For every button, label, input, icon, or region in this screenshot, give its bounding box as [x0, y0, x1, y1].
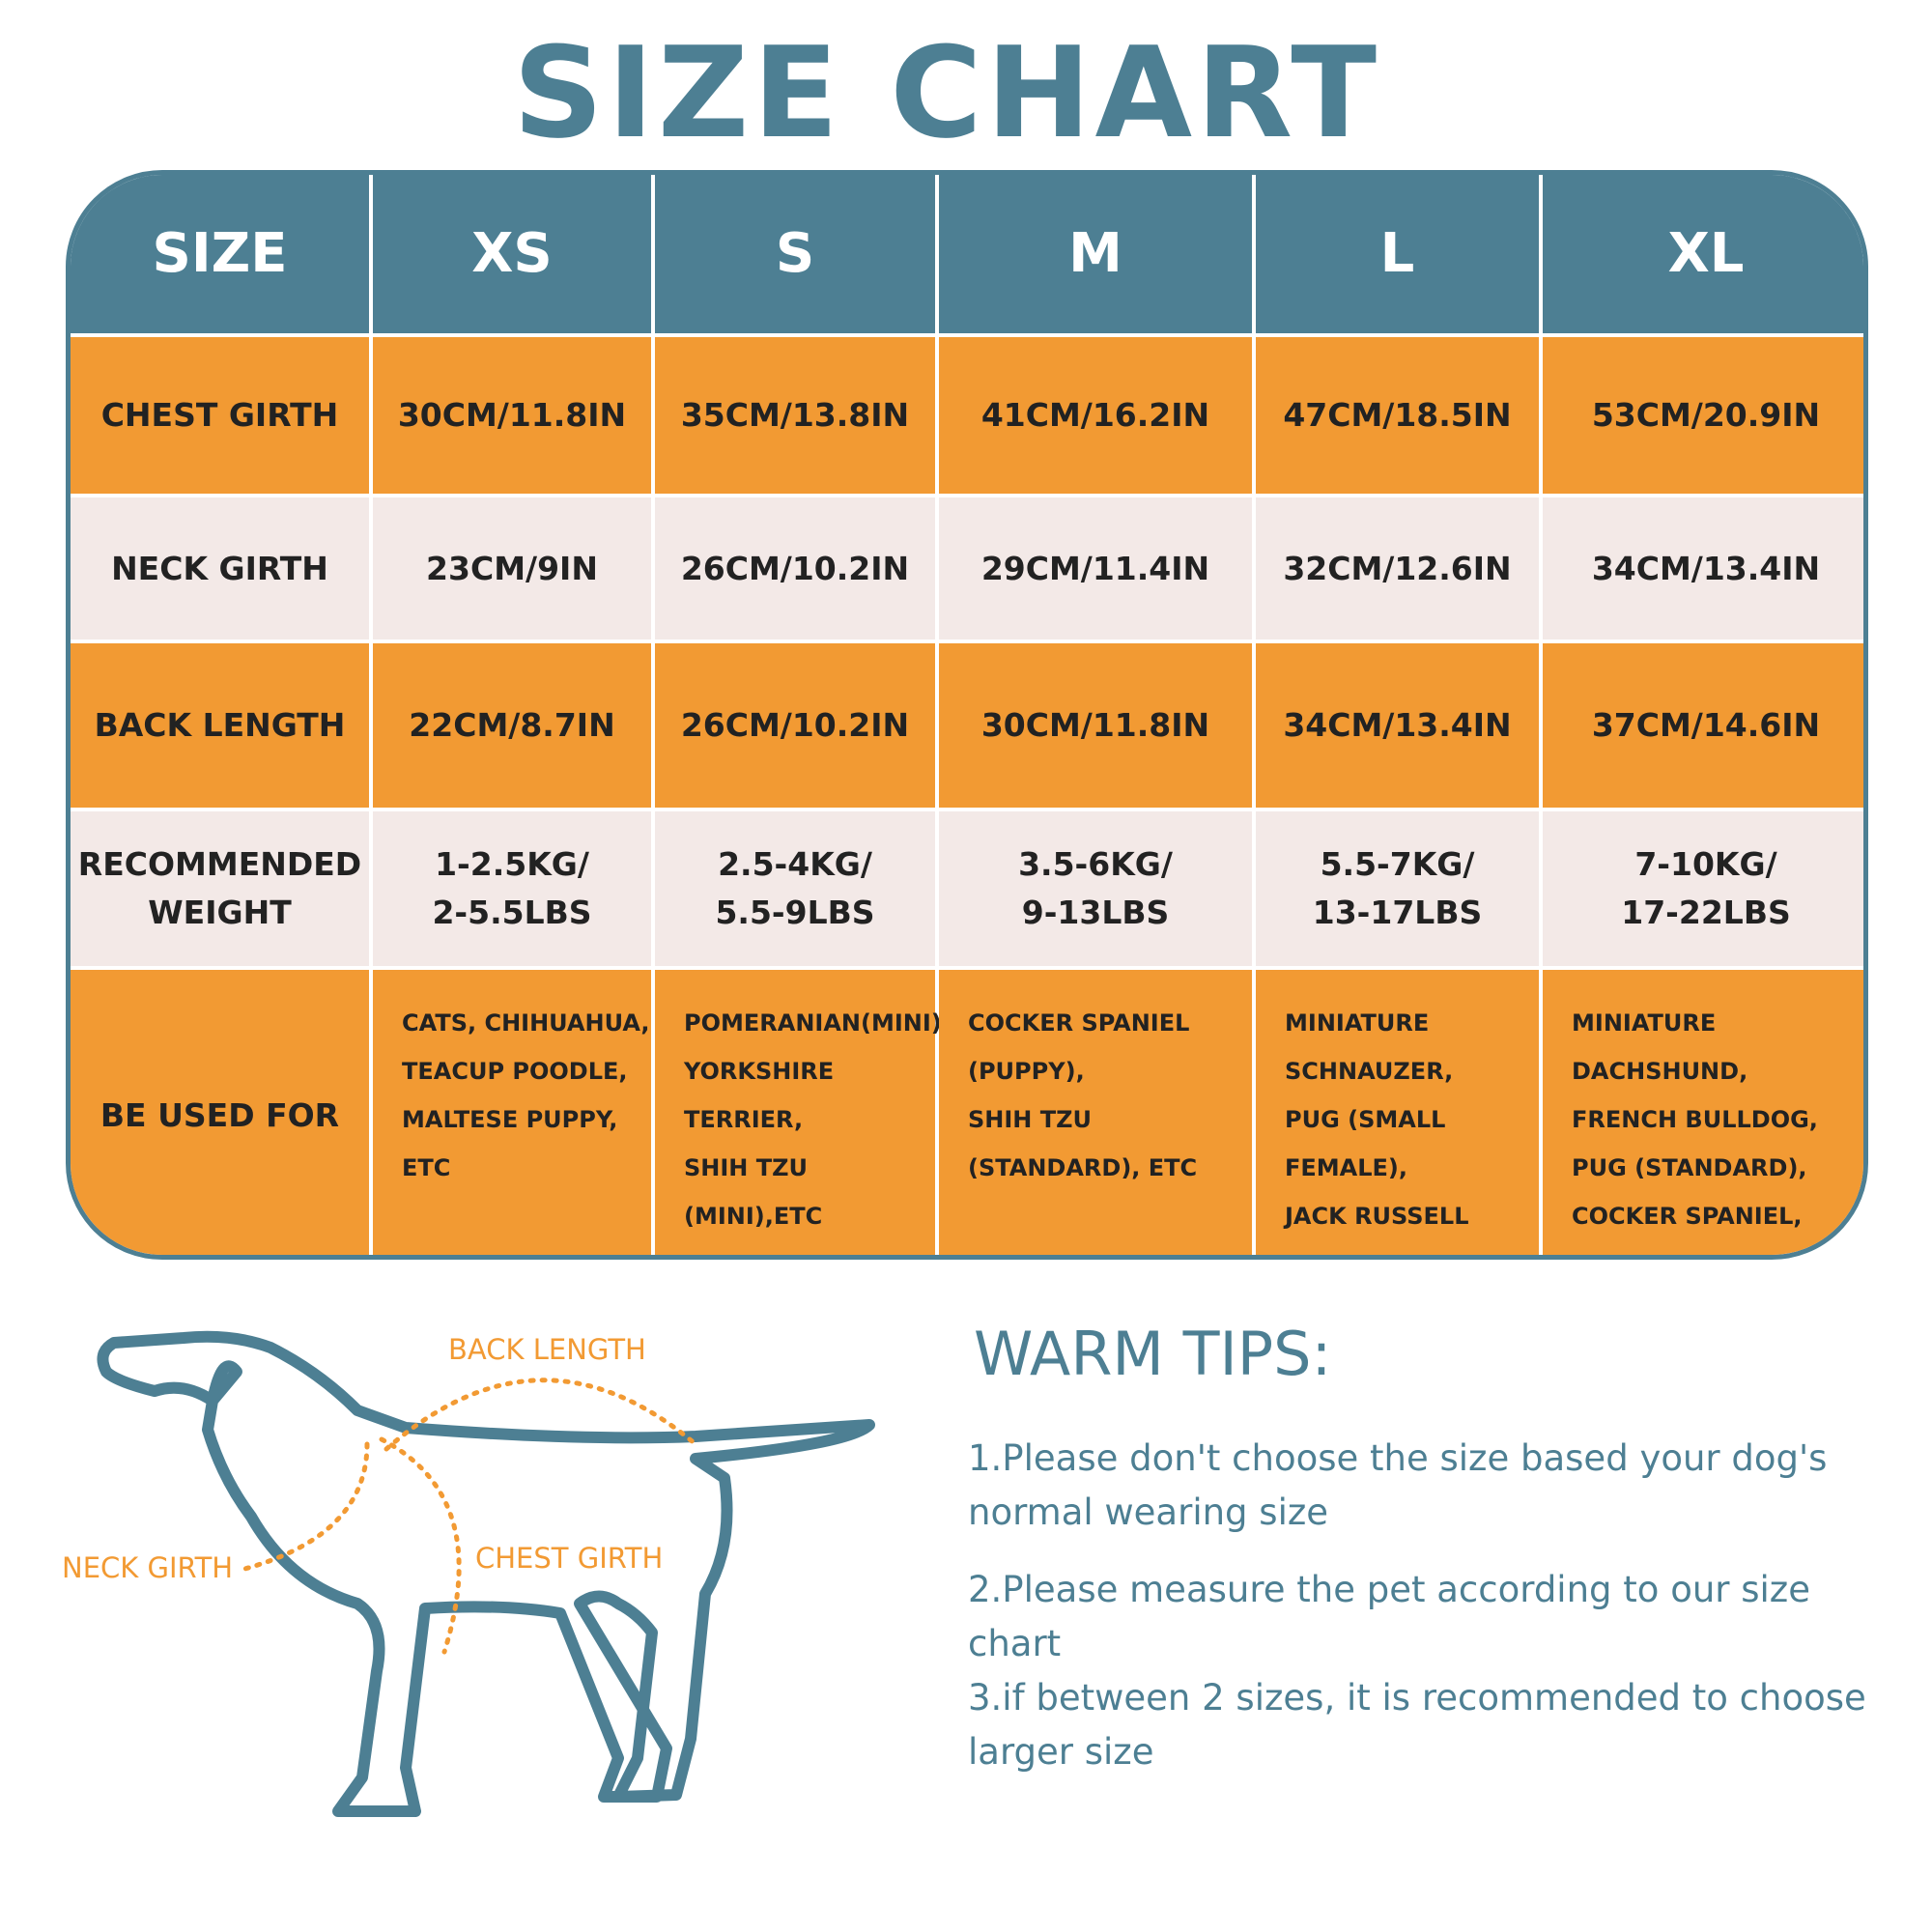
- value-cell: 23CM/9IN: [373, 497, 655, 643]
- value-cell: 30CM/11.8IN: [939, 643, 1256, 811]
- cell-line: JACK RUSSELL TERRIER,: [1285, 1203, 1469, 1255]
- cell-line: 2-5.5LBS: [432, 894, 592, 931]
- cell-line: 5.5-7KG/: [1320, 845, 1475, 883]
- cell-line: 53CM/20.9IN: [1591, 396, 1821, 434]
- cell-line: BE USED FOR: [99, 1095, 340, 1134]
- cell-line: COCKER SPANIEL,: [1572, 1203, 1803, 1230]
- cell-line: FRENCH BULLDOG,: [1572, 1106, 1818, 1133]
- cell-line: 23CM/9IN: [426, 549, 598, 587]
- value-cell: 30CM/11.8IN: [373, 337, 655, 497]
- back-arc: [384, 1378, 698, 1452]
- cell-line: PUG (SMALL FEMALE),: [1285, 1106, 1446, 1181]
- tip: 2.Please measure the pet according to ou…: [968, 1569, 1810, 1664]
- cell-line: 2.5-4KG/: [718, 845, 872, 883]
- cell-line: NECK GIRTH: [111, 549, 328, 587]
- cell-line: CATS, CHIHUAHUA,: [402, 1009, 650, 1037]
- cell-line: WEIGHT: [148, 894, 292, 931]
- value-cell: 5.5-7KG/13-17LBS: [1256, 811, 1543, 970]
- value-cell: 32CM/12.6IN: [1256, 497, 1543, 643]
- value-cell: COCKER SPANIEL (PUPPY), SHIH TZU (STANDAR…: [939, 970, 1256, 1255]
- header-cell: M: [939, 175, 1256, 337]
- cell-line: BACK LENGTH: [94, 706, 346, 744]
- header-cell: S: [655, 175, 939, 337]
- cell-line: COCKER SPANIEL (PUPPY),: [968, 1009, 1190, 1085]
- tip: 1.Please don't choose the size based you…: [968, 1437, 1828, 1533]
- cell-line: 34CM/13.4IN: [1591, 549, 1821, 587]
- cell-line: 26CM/10.2IN: [680, 706, 910, 744]
- cell-line: SHIH TZU (STANDARD), ETC: [968, 1106, 1198, 1181]
- cell-line: 30CM/11.8IN: [397, 396, 627, 434]
- diagram-label: NECK GIRTH: [62, 1551, 234, 1584]
- cell-line: MINIATURE DACHSHUND,: [1572, 1009, 1748, 1085]
- row-label: CHEST GIRTH: [71, 337, 373, 497]
- value-cell: 2.5-4KG/5.5-9LBS: [655, 811, 939, 970]
- value-cell: 7-10KG/17-22LBS: [1543, 811, 1863, 970]
- cell-line: MALTESE PUPPY,: [402, 1106, 618, 1133]
- row-label: BACK LENGTH: [71, 643, 373, 811]
- value-cell: 29CM/11.4IN: [939, 497, 1256, 643]
- cell-line: 13-17LBS: [1312, 894, 1483, 931]
- cell-line: 30CM/11.8IN: [980, 706, 1210, 744]
- dog-outline: [97, 1330, 875, 1817]
- cell-line: 34CM/13.4IN: [1283, 706, 1512, 744]
- cell-line: 26CM/10.2IN: [680, 549, 910, 587]
- row-label: NECK GIRTH: [71, 497, 373, 643]
- value-cell: 41CM/16.2IN: [939, 337, 1256, 497]
- header-cell: L: [1256, 175, 1543, 337]
- cell-line: SHIBA INU, ETC: [1572, 1240, 1773, 1255]
- cell-line: 29CM/11.4IN: [980, 549, 1210, 587]
- cell-line: 3.5-6KG/: [1018, 845, 1173, 883]
- value-cell: 1-2.5KG/2-5.5LBS: [373, 811, 655, 970]
- value-cell: MINIATURE SCHNAUZER, PUG (SMALL FEMALE), J…: [1256, 970, 1543, 1255]
- size-table: SIZE XS S M L XL CHEST GIRTH 30CM/11.8IN 35CM/13…: [66, 170, 1868, 1260]
- cell-line: POMERANIAN(MINI),: [684, 1009, 951, 1037]
- tip: 3.if between 2 sizes, it is recommended …: [968, 1677, 1866, 1773]
- diagram-label: BACK LENGTH: [448, 1333, 646, 1366]
- value-cell: 26CM/10.2IN: [655, 643, 939, 811]
- value-cell: 26CM/10.2IN: [655, 497, 939, 643]
- cell-line: 32CM/12.6IN: [1283, 549, 1512, 587]
- value-cell: 53CM/20.9IN: [1543, 337, 1863, 497]
- value-cell: 47CM/18.5IN: [1256, 337, 1543, 497]
- cell-line: PUG (STANDARD),: [1572, 1154, 1807, 1181]
- tips-title: WARM TIPS:: [974, 1319, 1332, 1389]
- value-cell: 37CM/14.6IN: [1543, 643, 1863, 811]
- row-label: BE USED FOR: [71, 970, 373, 1255]
- value-cell: 22CM/8.7IN: [373, 643, 655, 811]
- cell-line: 7-10KG/: [1634, 845, 1777, 883]
- cell-line: YORKSHIRE TERRIER,: [684, 1058, 835, 1133]
- row-label: RECOMMENDED WEIGHT: [71, 811, 373, 970]
- dog-diagram: [97, 1330, 875, 1817]
- cell-line: 17-22LBS: [1621, 894, 1791, 931]
- header-cell: XL: [1543, 175, 1863, 337]
- header-cell: SIZE: [71, 175, 373, 337]
- cell-line: 47CM/18.5IN: [1283, 396, 1512, 434]
- value-cell: 3.5-6KG/9-13LBS: [939, 811, 1256, 970]
- value-cell: 34CM/13.4IN: [1256, 643, 1543, 811]
- diagram-label: CHEST GIRTH: [475, 1542, 664, 1575]
- cell-line: 37CM/14.6IN: [1591, 706, 1821, 744]
- cell-line: TEACUP POODLE,: [402, 1058, 628, 1085]
- cell-line: MINIATURE SCHNAUZER,: [1285, 1009, 1454, 1085]
- neck-arc: [239, 1441, 370, 1573]
- value-cell: 35CM/13.8IN: [655, 337, 939, 497]
- value-cell: POMERANIAN(MINI), YORKSHIRE TERRIER, SHIH …: [655, 970, 951, 1255]
- title: SIZE CHART: [512, 19, 1381, 166]
- value-cell: CATS, CHIHUAHUA, TEACUP POODLE, MALTESE PU…: [373, 970, 655, 1255]
- cell-line: 5.5-9LBS: [715, 894, 875, 931]
- cell-line: 1-2.5KG/: [435, 845, 589, 883]
- value-cell: MINIATURE DACHSHUND, FRENCH BULLDOG, PUG (…: [1543, 970, 1863, 1255]
- cell-line: RECOMMENDED: [77, 845, 362, 883]
- cell-line: 35CM/13.8IN: [680, 396, 910, 434]
- header-cell: XS: [373, 175, 655, 337]
- cell-line: ETC: [402, 1154, 451, 1181]
- cell-line: 22CM/8.7IN: [409, 706, 615, 744]
- value-cell: 34CM/13.4IN: [1543, 497, 1863, 643]
- cell-line: 9-13LBS: [1021, 894, 1170, 931]
- cell-line: CHEST GIRTH: [100, 396, 339, 434]
- cell-line: 41CM/16.2IN: [980, 396, 1210, 434]
- cell-line: SHIH TZU (MINI),ETC: [684, 1154, 823, 1230]
